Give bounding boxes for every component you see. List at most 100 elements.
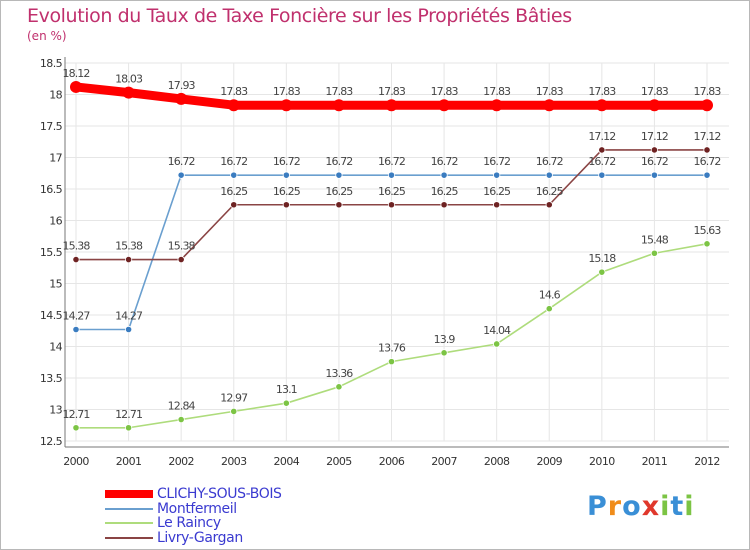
- data-label: 16.25: [431, 185, 459, 198]
- data-point: [177, 171, 185, 179]
- data-point: [282, 399, 290, 407]
- x-tick-label: 2005: [326, 455, 352, 468]
- data-label: 15.38: [115, 240, 143, 253]
- x-tick-label: 2000: [63, 455, 89, 468]
- data-point: [70, 80, 82, 93]
- data-point: [493, 201, 501, 209]
- data-label: 15.38: [168, 240, 196, 253]
- data-label: 13.9: [434, 333, 456, 346]
- data-label: 17.83: [273, 85, 301, 98]
- data-label: 17.83: [641, 85, 669, 98]
- data-label: 17.83: [378, 85, 406, 98]
- logo-letter: i: [660, 491, 671, 522]
- data-point: [335, 383, 343, 391]
- y-tick-label: 13: [49, 404, 62, 417]
- data-point: [72, 255, 80, 264]
- legend-label: Montfermeil: [157, 500, 237, 517]
- x-tick-label: 2007: [431, 455, 457, 468]
- x-tick-label: 2012: [694, 455, 720, 468]
- data-label: 17.83: [325, 85, 353, 98]
- data-point: [440, 171, 448, 179]
- data-point: [230, 407, 238, 415]
- y-tick-label: 14: [49, 341, 62, 354]
- logo-letter: r: [607, 491, 623, 522]
- data-label: 12.71: [115, 408, 142, 421]
- data-point: [282, 201, 290, 209]
- data-label: 14.6: [539, 289, 561, 302]
- data-label: 17.12: [641, 130, 668, 143]
- legend-item-le-raincy: Le Raincy: [105, 515, 221, 531]
- data-label: 16.25: [220, 185, 248, 198]
- data-label: 17.83: [220, 85, 248, 98]
- data-point: [175, 92, 188, 105]
- data-point: [701, 99, 713, 112]
- data-label: 12.71: [63, 408, 90, 421]
- data-point: [230, 171, 238, 179]
- data-point: [650, 146, 659, 154]
- x-tick-label: 2004: [274, 455, 300, 468]
- data-label: 16.25: [378, 185, 406, 198]
- data-label: 17.83: [588, 85, 616, 98]
- data-label: 15.18: [588, 252, 616, 265]
- y-tick-label: 16: [49, 215, 62, 228]
- data-label: 16.72: [168, 155, 195, 168]
- data-point: [387, 201, 396, 209]
- legend-label: Livry-Gargan: [157, 529, 243, 546]
- logo-letter: x: [641, 491, 661, 522]
- data-point: [545, 201, 553, 209]
- data-point: [545, 305, 553, 313]
- data-label: 15.48: [641, 233, 669, 246]
- data-label: 13.76: [378, 342, 406, 355]
- data-point: [177, 255, 185, 264]
- logo-letter: t: [670, 491, 685, 522]
- data-point: [387, 171, 396, 179]
- legend-swatch: [105, 507, 153, 510]
- data-point: [703, 171, 711, 179]
- chart-title: Evolution du Taux de Taxe Foncière sur l…: [27, 5, 572, 27]
- legend-swatch: [105, 490, 153, 498]
- data-point: [438, 99, 451, 112]
- x-tick-label: 2010: [589, 455, 615, 468]
- legend-item-clichy-sous-bois: CLICHY-SOUS-BOIS: [105, 486, 282, 502]
- data-point: [703, 146, 711, 154]
- data-label: 17.12: [588, 130, 615, 143]
- data-point: [122, 86, 135, 99]
- data-label: 18.03: [115, 73, 143, 86]
- data-point: [335, 201, 343, 209]
- data-label: 17.83: [483, 85, 511, 98]
- legend-item-montfermeil: Montfermeil: [105, 501, 237, 517]
- data-point: [124, 424, 133, 432]
- data-point: [72, 325, 80, 334]
- data-label: 16.72: [694, 155, 721, 168]
- x-tick-label: 2006: [379, 455, 405, 468]
- data-point: [440, 201, 448, 209]
- data-label: 16.72: [273, 155, 300, 168]
- data-point: [648, 99, 661, 112]
- data-label: 12.84: [168, 400, 196, 413]
- data-point: [282, 171, 290, 179]
- data-point: [385, 99, 398, 112]
- data-label: 17.93: [168, 79, 196, 92]
- data-point: [598, 146, 606, 154]
- data-label: 16.72: [431, 155, 458, 168]
- data-label: 15.63: [694, 224, 722, 237]
- data-point: [280, 99, 293, 112]
- legend-swatch: [105, 536, 153, 539]
- data-point: [387, 358, 396, 366]
- data-point: [227, 99, 240, 112]
- data-label: 16.25: [325, 185, 353, 198]
- y-tick-label: 15.5: [40, 246, 63, 259]
- y-tick-label: 18.5: [40, 57, 63, 70]
- x-tick-label: 2001: [116, 455, 142, 468]
- y-tick-label: 18: [49, 89, 62, 102]
- x-tick-label: 2011: [642, 455, 668, 468]
- data-label: 16.25: [536, 185, 564, 198]
- x-tick-label: 2009: [536, 455, 562, 468]
- logo-letter: P: [587, 491, 608, 522]
- data-point: [332, 99, 345, 112]
- y-tick-label: 15: [49, 278, 62, 291]
- data-point: [545, 171, 553, 179]
- data-point: [543, 99, 556, 112]
- data-label: 16.72: [325, 155, 352, 168]
